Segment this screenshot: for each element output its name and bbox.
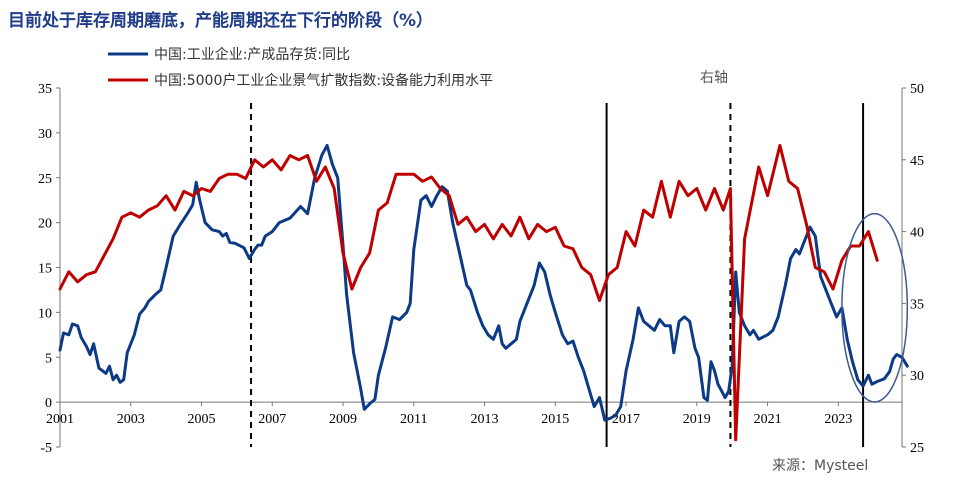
legend-group: 中国:工业企业:产成品存货:同比中国:5000户工业企业景气扩散指数:设备能力利… xyxy=(108,46,493,89)
overlay-group xyxy=(841,212,909,403)
right-tick-label: 25 xyxy=(910,441,924,456)
left-tick-label: 10 xyxy=(38,306,52,321)
x-tick-label: 2013 xyxy=(471,412,499,427)
x-tick-label: 2011 xyxy=(400,412,427,427)
x-tick-label: 2007 xyxy=(258,412,286,427)
vertical-lines-group xyxy=(250,103,865,447)
right-tick-label: 50 xyxy=(910,82,924,97)
chart-title: 目前处于库存周期磨底，产能周期还在下行的阶段（%） xyxy=(8,11,434,31)
left-tick-label: 30 xyxy=(38,127,52,142)
left-tick-label: -5 xyxy=(40,441,52,456)
series-group xyxy=(58,143,909,442)
right-axis-note: 右轴 xyxy=(700,70,728,86)
right-tick-label: 35 xyxy=(910,297,924,312)
x-tick-label: 2023 xyxy=(824,412,852,427)
x-tick-label: 2021 xyxy=(754,412,782,427)
x-tick-label: 2015 xyxy=(541,412,569,427)
legend-label: 中国:5000户工业企业景气扩散指数:设备能力利用水平 xyxy=(154,72,493,89)
right-tick-label: 30 xyxy=(910,369,924,384)
x-tick-label: 2005 xyxy=(188,412,216,427)
left-tick-label: 15 xyxy=(38,262,52,277)
left-tick-label: 5 xyxy=(45,351,52,366)
legend-label: 中国:工业企业:产成品存货:同比 xyxy=(154,46,350,63)
x-tick-label: 2003 xyxy=(117,412,145,427)
left-tick-label: 35 xyxy=(38,82,52,97)
highlight-ellipse xyxy=(841,212,909,403)
source-note: 来源：Mysteel xyxy=(772,458,868,474)
left-tick-label: 0 xyxy=(45,396,52,411)
left-tick-label: 20 xyxy=(38,217,52,232)
capacity-utilization-line xyxy=(58,143,879,442)
right-tick-label: 40 xyxy=(910,226,924,241)
inventory-yoy-line xyxy=(58,143,909,422)
left-tick-label: 25 xyxy=(38,172,52,187)
x-tick-label: 2019 xyxy=(683,412,711,427)
right-tick-label: 45 xyxy=(910,154,924,169)
x-tick-label: 2017 xyxy=(612,412,640,427)
x-tick-label: 2001 xyxy=(46,412,74,427)
x-tick-label: 2009 xyxy=(329,412,357,427)
